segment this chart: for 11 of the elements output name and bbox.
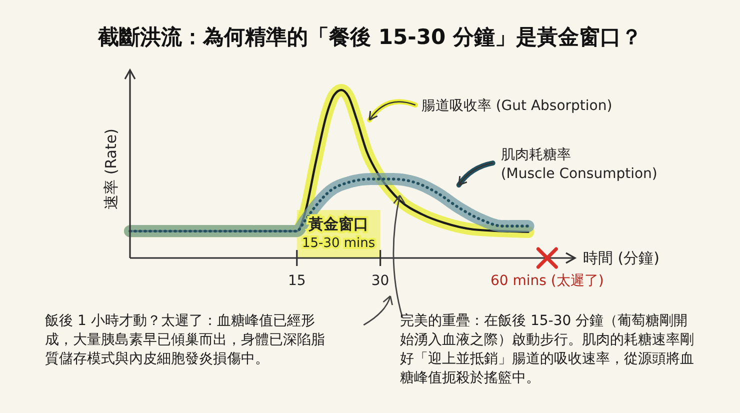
x-tick-label: 60 mins (太遲了) [490, 273, 604, 289]
x-tick-label: 15 [288, 273, 306, 289]
legend-label: 肌肉耗糖率 (Muscle Consumption) [500, 147, 658, 182]
band-label: 黃金窗口 15-30 mins [302, 215, 376, 251]
text: 飯後 1 小時才動？太遲了：血糖峰值已經形成，大量胰島素早已傾巢而出，身體已深陷脂質儲存模式與內皮細胞發炎損傷中。 [45, 313, 325, 367]
text: 完美的重疊：在飯後 15-30 分鐘（葡萄糖剛開始湧入血液之際）啟動步行。肌肉的耗糖速率剛好「迎上並抵銷」腸道的吸收速率，從源頭將血糖峰值扼殺於搖籃中。 [400, 313, 694, 386]
y-axis-title: 速率 (Rate) [102, 128, 120, 210]
legend-label: 腸道吸收率 (Gut Absorption) [421, 98, 612, 114]
x-tick-label: 30 [371, 273, 390, 289]
chart-title: 截斷洪流：為何精準的「餐後 15-30 分鐘」是黃金窗口？ [97, 25, 642, 49]
x-axis-title: 時間 (分鐘) [583, 249, 660, 267]
